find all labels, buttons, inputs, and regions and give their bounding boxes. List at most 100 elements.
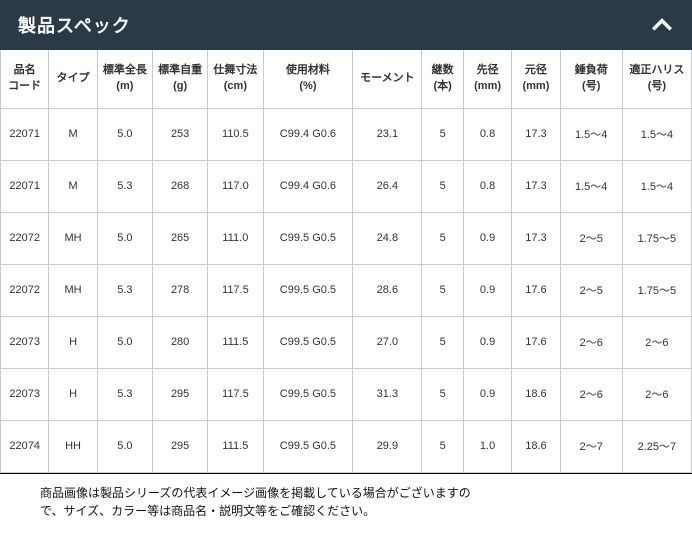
col-header-10: 錘負荷(号) bbox=[560, 50, 622, 108]
cell-1-7: 5 bbox=[422, 160, 463, 212]
cell-1-2: 5.3 bbox=[97, 160, 152, 212]
col-header-3: 標準自重(g) bbox=[152, 50, 207, 108]
cell-5-8: 0.9 bbox=[463, 368, 511, 420]
cell-4-2: 5.0 bbox=[97, 316, 152, 368]
cell-0-2: 5.0 bbox=[97, 108, 152, 160]
col-header-2: 標準全長(m) bbox=[97, 50, 152, 108]
table-row: 22074HH5.0295111.5C99.5 G0.529.951.018.6… bbox=[1, 420, 692, 472]
cell-6-2: 5.0 bbox=[97, 420, 152, 472]
table-header-row: 品名コードタイプ標準全長(m)標準自重(g)仕舞寸法(cm)使用材料(%)モーメ… bbox=[1, 50, 692, 108]
cell-2-0: 22072 bbox=[1, 212, 49, 264]
cell-4-1: H bbox=[49, 316, 97, 368]
spec-title: 製品スペック bbox=[18, 12, 131, 38]
cell-3-11: 1.75～5 bbox=[622, 264, 691, 316]
cell-2-3: 265 bbox=[152, 212, 207, 264]
cell-2-2: 5.0 bbox=[97, 212, 152, 264]
cell-0-11: 1.5～4 bbox=[622, 108, 691, 160]
cell-3-8: 0.9 bbox=[463, 264, 511, 316]
col-header-4: 仕舞寸法(cm) bbox=[208, 50, 263, 108]
cell-6-7: 5 bbox=[422, 420, 463, 472]
cell-5-4: 117.5 bbox=[208, 368, 263, 420]
cell-2-4: 111.0 bbox=[208, 212, 263, 264]
cell-4-6: 27.0 bbox=[353, 316, 422, 368]
cell-3-9: 17.6 bbox=[512, 264, 560, 316]
cell-4-9: 17.6 bbox=[512, 316, 560, 368]
cell-0-9: 17.3 bbox=[512, 108, 560, 160]
cell-4-0: 22073 bbox=[1, 316, 49, 368]
cell-4-10: 2～6 bbox=[560, 316, 622, 368]
col-header-9: 元径(mm) bbox=[512, 50, 560, 108]
col-header-11: 適正ハリス(号) bbox=[622, 50, 691, 108]
cell-5-5: C99.5 G0.5 bbox=[263, 368, 353, 420]
cell-0-3: 253 bbox=[152, 108, 207, 160]
cell-4-4: 111.5 bbox=[208, 316, 263, 368]
table-row: 22071M5.3268117.0C99.4 G0.626.450.817.31… bbox=[1, 160, 692, 212]
cell-3-7: 5 bbox=[422, 264, 463, 316]
cell-5-10: 2～6 bbox=[560, 368, 622, 420]
table-row: 22072MH5.0265111.0C99.5 G0.524.850.917.3… bbox=[1, 212, 692, 264]
cell-1-1: M bbox=[49, 160, 97, 212]
cell-2-1: MH bbox=[49, 212, 97, 264]
cell-2-8: 0.9 bbox=[463, 212, 511, 264]
cell-3-1: MH bbox=[49, 264, 97, 316]
cell-5-0: 22073 bbox=[1, 368, 49, 420]
cell-6-11: 2.25～7 bbox=[622, 420, 691, 472]
spec-header[interactable]: 製品スペック bbox=[0, 0, 692, 50]
cell-4-5: C99.5 G0.5 bbox=[263, 316, 353, 368]
cell-6-4: 111.5 bbox=[208, 420, 263, 472]
table-row: 22071M5.0253110.5C99.4 G0.623.150.817.31… bbox=[1, 108, 692, 160]
cell-6-0: 22074 bbox=[1, 420, 49, 472]
cell-1-5: C99.4 G0.6 bbox=[263, 160, 353, 212]
cell-5-3: 295 bbox=[152, 368, 207, 420]
cell-1-3: 268 bbox=[152, 160, 207, 212]
cell-5-1: H bbox=[49, 368, 97, 420]
cell-5-2: 5.3 bbox=[97, 368, 152, 420]
footer-note: 商品画像は製品シリーズの代表イメージ画像を掲載している場合がございますの で、サ… bbox=[0, 473, 692, 530]
cell-2-10: 2～5 bbox=[560, 212, 622, 264]
cell-3-3: 278 bbox=[152, 264, 207, 316]
cell-3-4: 117.5 bbox=[208, 264, 263, 316]
cell-3-5: C99.5 G0.5 bbox=[263, 264, 353, 316]
col-header-1: タイプ bbox=[49, 50, 97, 108]
spec-table: 品名コードタイプ標準全長(m)標準自重(g)仕舞寸法(cm)使用材料(%)モーメ… bbox=[0, 50, 692, 473]
cell-2-7: 5 bbox=[422, 212, 463, 264]
cell-6-6: 29.9 bbox=[353, 420, 422, 472]
cell-1-0: 22071 bbox=[1, 160, 49, 212]
col-header-0: 品名コード bbox=[1, 50, 49, 108]
cell-6-10: 2～7 bbox=[560, 420, 622, 472]
cell-3-0: 22072 bbox=[1, 264, 49, 316]
cell-2-6: 24.8 bbox=[353, 212, 422, 264]
cell-5-9: 18.6 bbox=[512, 368, 560, 420]
cell-1-6: 26.4 bbox=[353, 160, 422, 212]
cell-0-4: 110.5 bbox=[208, 108, 263, 160]
chevron-up-icon bbox=[650, 13, 674, 37]
cell-6-8: 1.0 bbox=[463, 420, 511, 472]
col-header-6: モーメント bbox=[353, 50, 422, 108]
cell-4-7: 5 bbox=[422, 316, 463, 368]
cell-3-2: 5.3 bbox=[97, 264, 152, 316]
table-row: 22072MH5.3278117.5C99.5 G0.528.650.917.6… bbox=[1, 264, 692, 316]
cell-2-9: 17.3 bbox=[512, 212, 560, 264]
cell-1-11: 1.5～4 bbox=[622, 160, 691, 212]
cell-0-6: 23.1 bbox=[353, 108, 422, 160]
cell-0-10: 1.5～4 bbox=[560, 108, 622, 160]
cell-0-0: 22071 bbox=[1, 108, 49, 160]
cell-1-8: 0.8 bbox=[463, 160, 511, 212]
col-header-8: 先径(mm) bbox=[463, 50, 511, 108]
col-header-7: 継数(本) bbox=[422, 50, 463, 108]
cell-1-9: 17.3 bbox=[512, 160, 560, 212]
table-row: 22073H5.0280111.5C99.5 G0.527.050.917.62… bbox=[1, 316, 692, 368]
cell-4-11: 2～6 bbox=[622, 316, 691, 368]
cell-5-11: 2～6 bbox=[622, 368, 691, 420]
cell-6-3: 295 bbox=[152, 420, 207, 472]
cell-3-6: 28.6 bbox=[353, 264, 422, 316]
cell-6-9: 18.6 bbox=[512, 420, 560, 472]
cell-6-5: C99.5 G0.5 bbox=[263, 420, 353, 472]
cell-5-6: 31.3 bbox=[353, 368, 422, 420]
cell-4-3: 280 bbox=[152, 316, 207, 368]
footer-line2: で、サイズ、カラー等は商品名・説明文等をご確認ください。 bbox=[40, 504, 375, 518]
cell-2-11: 1.75～5 bbox=[622, 212, 691, 264]
cell-0-1: M bbox=[49, 108, 97, 160]
cell-0-7: 5 bbox=[422, 108, 463, 160]
cell-0-8: 0.8 bbox=[463, 108, 511, 160]
